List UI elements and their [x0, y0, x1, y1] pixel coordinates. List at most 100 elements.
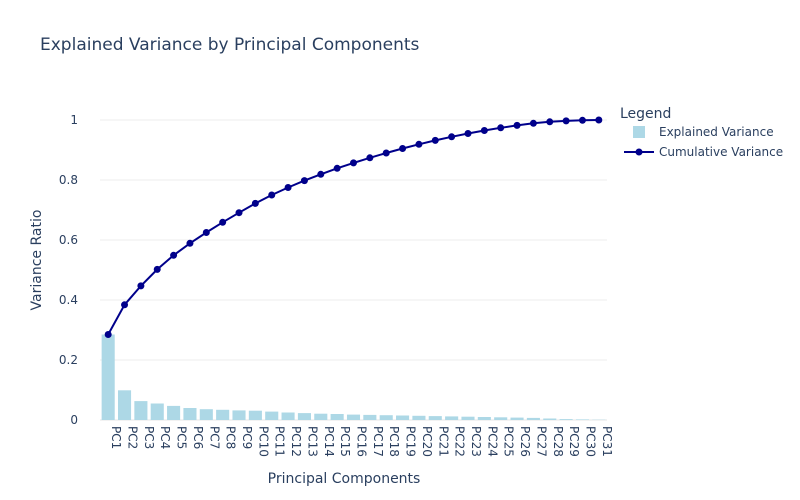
- bar-series-explained-variance: [101, 334, 606, 421]
- cumulative-point-pc30[interactable]: [578, 116, 586, 124]
- bar-pc26[interactable]: [510, 417, 524, 420]
- legend-title: Legend: [620, 106, 671, 122]
- bar-pc28[interactable]: [543, 418, 557, 421]
- bar-pc10[interactable]: [248, 410, 262, 420]
- x-tick-label: PC31: [600, 426, 614, 457]
- x-tick-label: PC19: [404, 426, 418, 457]
- bar-pc17[interactable]: [363, 414, 377, 420]
- cumulative-point-pc8[interactable]: [219, 218, 227, 226]
- cumulative-point-pc29[interactable]: [562, 117, 570, 125]
- bar-pc5[interactable]: [167, 405, 181, 420]
- x-tick-label: PC20: [420, 426, 434, 457]
- bar-pc4[interactable]: [150, 403, 164, 421]
- cumulative-point-pc22[interactable]: [448, 133, 456, 141]
- cumulative-point-pc28[interactable]: [546, 118, 554, 126]
- x-tick-label: PC27: [534, 426, 548, 457]
- cumulative-point-pc7[interactable]: [202, 229, 210, 236]
- legend-label-explained-variance: Explained Variance: [659, 125, 774, 139]
- bar-pc27[interactable]: [526, 417, 540, 420]
- bar-pc22[interactable]: [445, 416, 459, 420]
- bar-pc13[interactable]: [297, 413, 311, 420]
- bar-pc25[interactable]: [494, 417, 508, 420]
- cumulative-point-pc27[interactable]: [529, 119, 537, 127]
- cumulative-point-pc21[interactable]: [431, 136, 439, 144]
- legend-item-cumulative-variance[interactable]: Cumulative Variance: [624, 145, 783, 159]
- cumulative-point-pc3[interactable]: [137, 282, 145, 290]
- y-tick-label: 0.8: [59, 173, 78, 187]
- x-tick-label: PC9: [240, 426, 254, 449]
- cumulative-point-pc1[interactable]: [104, 331, 112, 338]
- x-tick-label: PC25: [502, 426, 516, 457]
- cumulative-point-pc6[interactable]: [186, 239, 194, 247]
- bar-pc29[interactable]: [559, 419, 573, 420]
- y-tick-label: 0.4: [59, 293, 78, 307]
- x-tick-label: PC1: [109, 426, 123, 449]
- x-axis-ticks: PC1 PC2 PC3 PC4 PC5 PC6 PC7 PC8 PC9 PC10 PC11 PC12 P…: [109, 426, 614, 457]
- bar-pc16[interactable]: [346, 414, 361, 420]
- x-tick-label: PC29: [567, 426, 581, 457]
- bar-pc9[interactable]: [232, 410, 246, 420]
- cumulative-point-pc24[interactable]: [480, 127, 488, 134]
- x-tick-label: PC18: [387, 426, 401, 457]
- x-tick-label: PC14: [322, 426, 336, 457]
- x-tick-label: PC10: [256, 426, 270, 457]
- bar-pc12[interactable]: [281, 412, 295, 421]
- bar-pc3[interactable]: [134, 401, 148, 420]
- x-tick-label: PC13: [305, 426, 319, 457]
- bar-pc20[interactable]: [412, 415, 426, 420]
- cumulative-point-pc13[interactable]: [300, 177, 308, 185]
- cumulative-point-pc12[interactable]: [284, 184, 292, 191]
- cumulative-point-pc15[interactable]: [333, 164, 341, 172]
- y-axis-title: Variance Ratio: [29, 210, 45, 311]
- cumulative-point-pc2[interactable]: [121, 301, 129, 309]
- cumulative-point-pc23[interactable]: [464, 130, 472, 137]
- x-tick-label: PC16: [355, 426, 369, 457]
- cumulative-point-pc16[interactable]: [350, 159, 357, 167]
- bar-pc24[interactable]: [477, 417, 491, 420]
- bar-pc1[interactable]: [101, 334, 115, 421]
- cumulative-point-pc26[interactable]: [513, 121, 521, 129]
- legend: Legend Explained Variance Cumulative Var…: [620, 106, 783, 159]
- cumulative-point-pc31[interactable]: [595, 116, 603, 124]
- bar-pc11[interactable]: [265, 411, 279, 420]
- x-tick-label: PC24: [485, 426, 499, 457]
- bar-pc2[interactable]: [117, 390, 132, 420]
- y-tick-label: 0: [70, 413, 78, 427]
- cumulative-point-pc14[interactable]: [317, 170, 325, 178]
- cumulative-point-pc4[interactable]: [153, 265, 161, 273]
- cumulative-point-pc10[interactable]: [251, 199, 259, 207]
- bar-pc15[interactable]: [330, 414, 344, 420]
- cumulative-point-pc19[interactable]: [399, 145, 407, 152]
- legend-item-explained-variance[interactable]: Explained Variance: [633, 125, 774, 139]
- cumulative-point-pc5[interactable]: [170, 251, 178, 259]
- bar-pc18[interactable]: [379, 415, 393, 420]
- legend-label-cumulative-variance: Cumulative Variance: [659, 145, 783, 159]
- x-tick-label: PC30: [583, 426, 597, 457]
- cumulative-point-pc17[interactable]: [366, 154, 374, 162]
- bar-pc7[interactable]: [199, 409, 213, 420]
- x-tick-label: PC21: [436, 426, 450, 457]
- cumulative-point-pc9[interactable]: [235, 209, 243, 217]
- x-tick-label: PC2: [126, 426, 140, 449]
- bar-pc19[interactable]: [396, 415, 410, 421]
- bar-pc30[interactable]: [575, 419, 590, 420]
- x-tick-label: PC11: [273, 426, 287, 457]
- cumulative-point-pc25[interactable]: [497, 124, 505, 132]
- cumulative-point-pc18[interactable]: [382, 149, 390, 157]
- line-series-cumulative-variance: [104, 116, 603, 338]
- bar-pc23[interactable]: [461, 416, 475, 420]
- legend-swatch-explained-variance: [633, 126, 645, 138]
- x-tick-label: PC15: [338, 426, 352, 457]
- bar-pc6[interactable]: [183, 408, 197, 420]
- y-axis-ticks: 0 0.2 0.4 0.6 0.8 1: [59, 113, 78, 427]
- bar-pc8[interactable]: [216, 409, 230, 420]
- y-tick-label: 0.2: [59, 353, 78, 367]
- cumulative-point-pc11[interactable]: [268, 191, 276, 199]
- y-tick-label: 0.6: [59, 233, 78, 247]
- bar-pc21[interactable]: [428, 416, 442, 420]
- cumulative-point-pc20[interactable]: [415, 140, 423, 148]
- cumulative-line: [107, 119, 599, 335]
- x-tick-label: PC6: [191, 426, 205, 449]
- bar-pc14[interactable]: [314, 413, 328, 420]
